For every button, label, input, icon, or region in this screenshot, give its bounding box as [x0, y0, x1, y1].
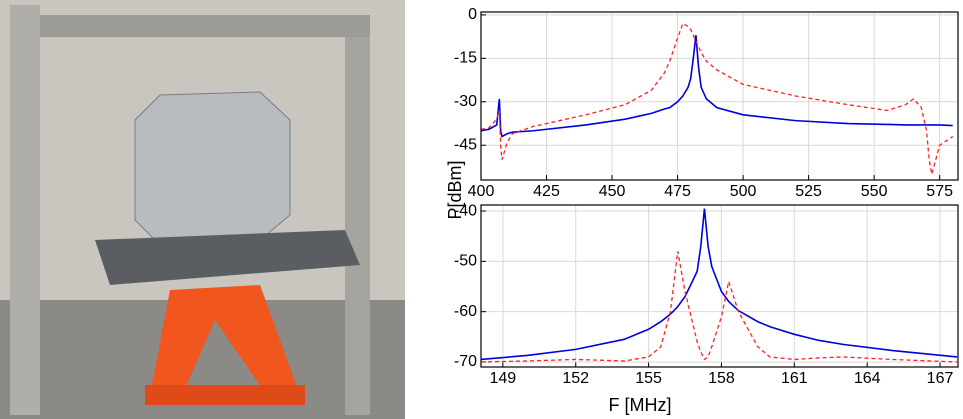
series-line	[481, 22, 954, 175]
y-tick-label: -15	[454, 50, 477, 67]
x-tick-label: 425	[533, 183, 560, 200]
x-tick-label: 475	[664, 183, 691, 200]
y-axis-label: P[dBm]	[445, 160, 465, 219]
x-axis-label: F [MHz]	[609, 395, 672, 415]
y-tick-label: -50	[454, 253, 477, 270]
x-tick-label: 149	[490, 370, 517, 387]
y-tick-label: -40	[454, 202, 477, 219]
y-tick-label: -70	[454, 353, 477, 370]
frame-post	[345, 15, 370, 415]
x-tick-label: 500	[730, 183, 757, 200]
x-tick-label: 161	[781, 370, 808, 387]
x-tick-label: 575	[926, 183, 953, 200]
series-line	[481, 251, 958, 363]
plot: 149 152 155 158 161 164 167 -40 -50 -60 -70	[454, 202, 959, 387]
x-tick-label: 550	[861, 183, 888, 200]
x-tick-label: 152	[562, 370, 589, 387]
x-tick-label: 525	[795, 183, 822, 200]
frame-post	[10, 5, 40, 415]
x-tick-label: 450	[599, 183, 626, 200]
x-tick-label: 400	[468, 183, 495, 200]
y-tick-label: -60	[454, 303, 477, 320]
lift-base	[145, 385, 305, 405]
series-line	[481, 208, 958, 361]
lift	[150, 285, 300, 400]
photo	[0, 0, 405, 419]
table	[95, 230, 360, 285]
y-tick-label: 0	[468, 6, 477, 23]
y-tick-label: -45	[454, 136, 477, 153]
x-tick-label: 167	[927, 370, 954, 387]
cavity	[134, 91, 291, 246]
frame-beam	[40, 15, 370, 37]
series-line	[481, 35, 953, 138]
x-tick-label: 158	[708, 370, 735, 387]
plot: 400 425 450 475 500 525 550 575 0 -15 -30 -45	[454, 6, 959, 200]
y-tick-label: -30	[454, 93, 477, 110]
x-tick-label: 155	[635, 370, 662, 387]
plot-frame	[480, 204, 959, 368]
plot-frame	[480, 11, 959, 181]
x-tick-label: 164	[854, 370, 881, 387]
